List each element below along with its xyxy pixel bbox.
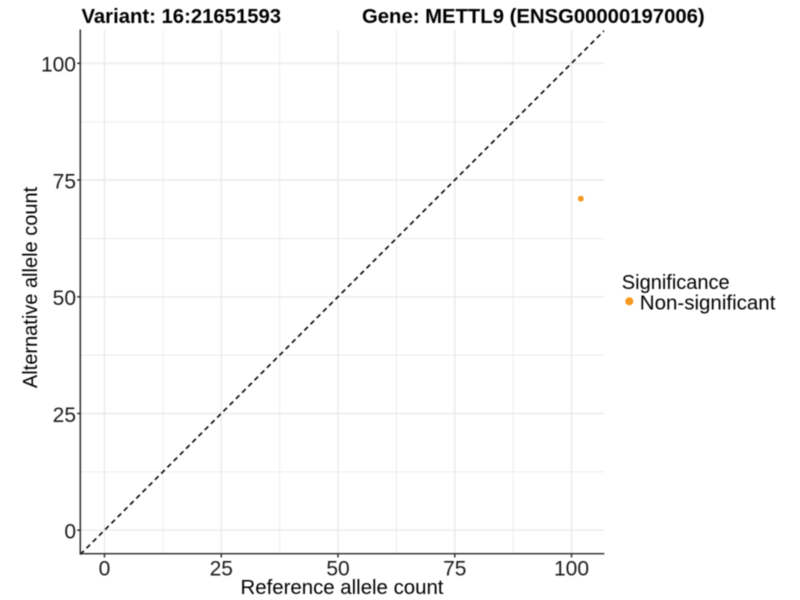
svg-text:100: 100 (554, 557, 589, 580)
svg-text:25: 25 (210, 557, 233, 580)
svg-text:Alternative allele count: Alternative allele count (20, 186, 42, 388)
svg-text:Significance: Significance (622, 272, 730, 294)
svg-text:0: 0 (64, 521, 76, 544)
svg-text:Reference allele count: Reference allele count (241, 577, 444, 599)
svg-text:0: 0 (99, 557, 111, 580)
svg-text:50: 50 (53, 287, 76, 310)
svg-text:100: 100 (41, 54, 76, 77)
svg-text:75: 75 (53, 170, 76, 193)
svg-text:75: 75 (443, 557, 466, 580)
svg-text:25: 25 (53, 404, 76, 427)
svg-text:Non-significant: Non-significant (640, 292, 776, 315)
svg-text:Gene: METTL9 (ENSG00000197006): Gene: METTL9 (ENSG00000197006) (362, 6, 705, 28)
svg-text:Variant: 16:21651593: Variant: 16:21651593 (82, 6, 282, 28)
svg-text:50: 50 (326, 557, 349, 580)
